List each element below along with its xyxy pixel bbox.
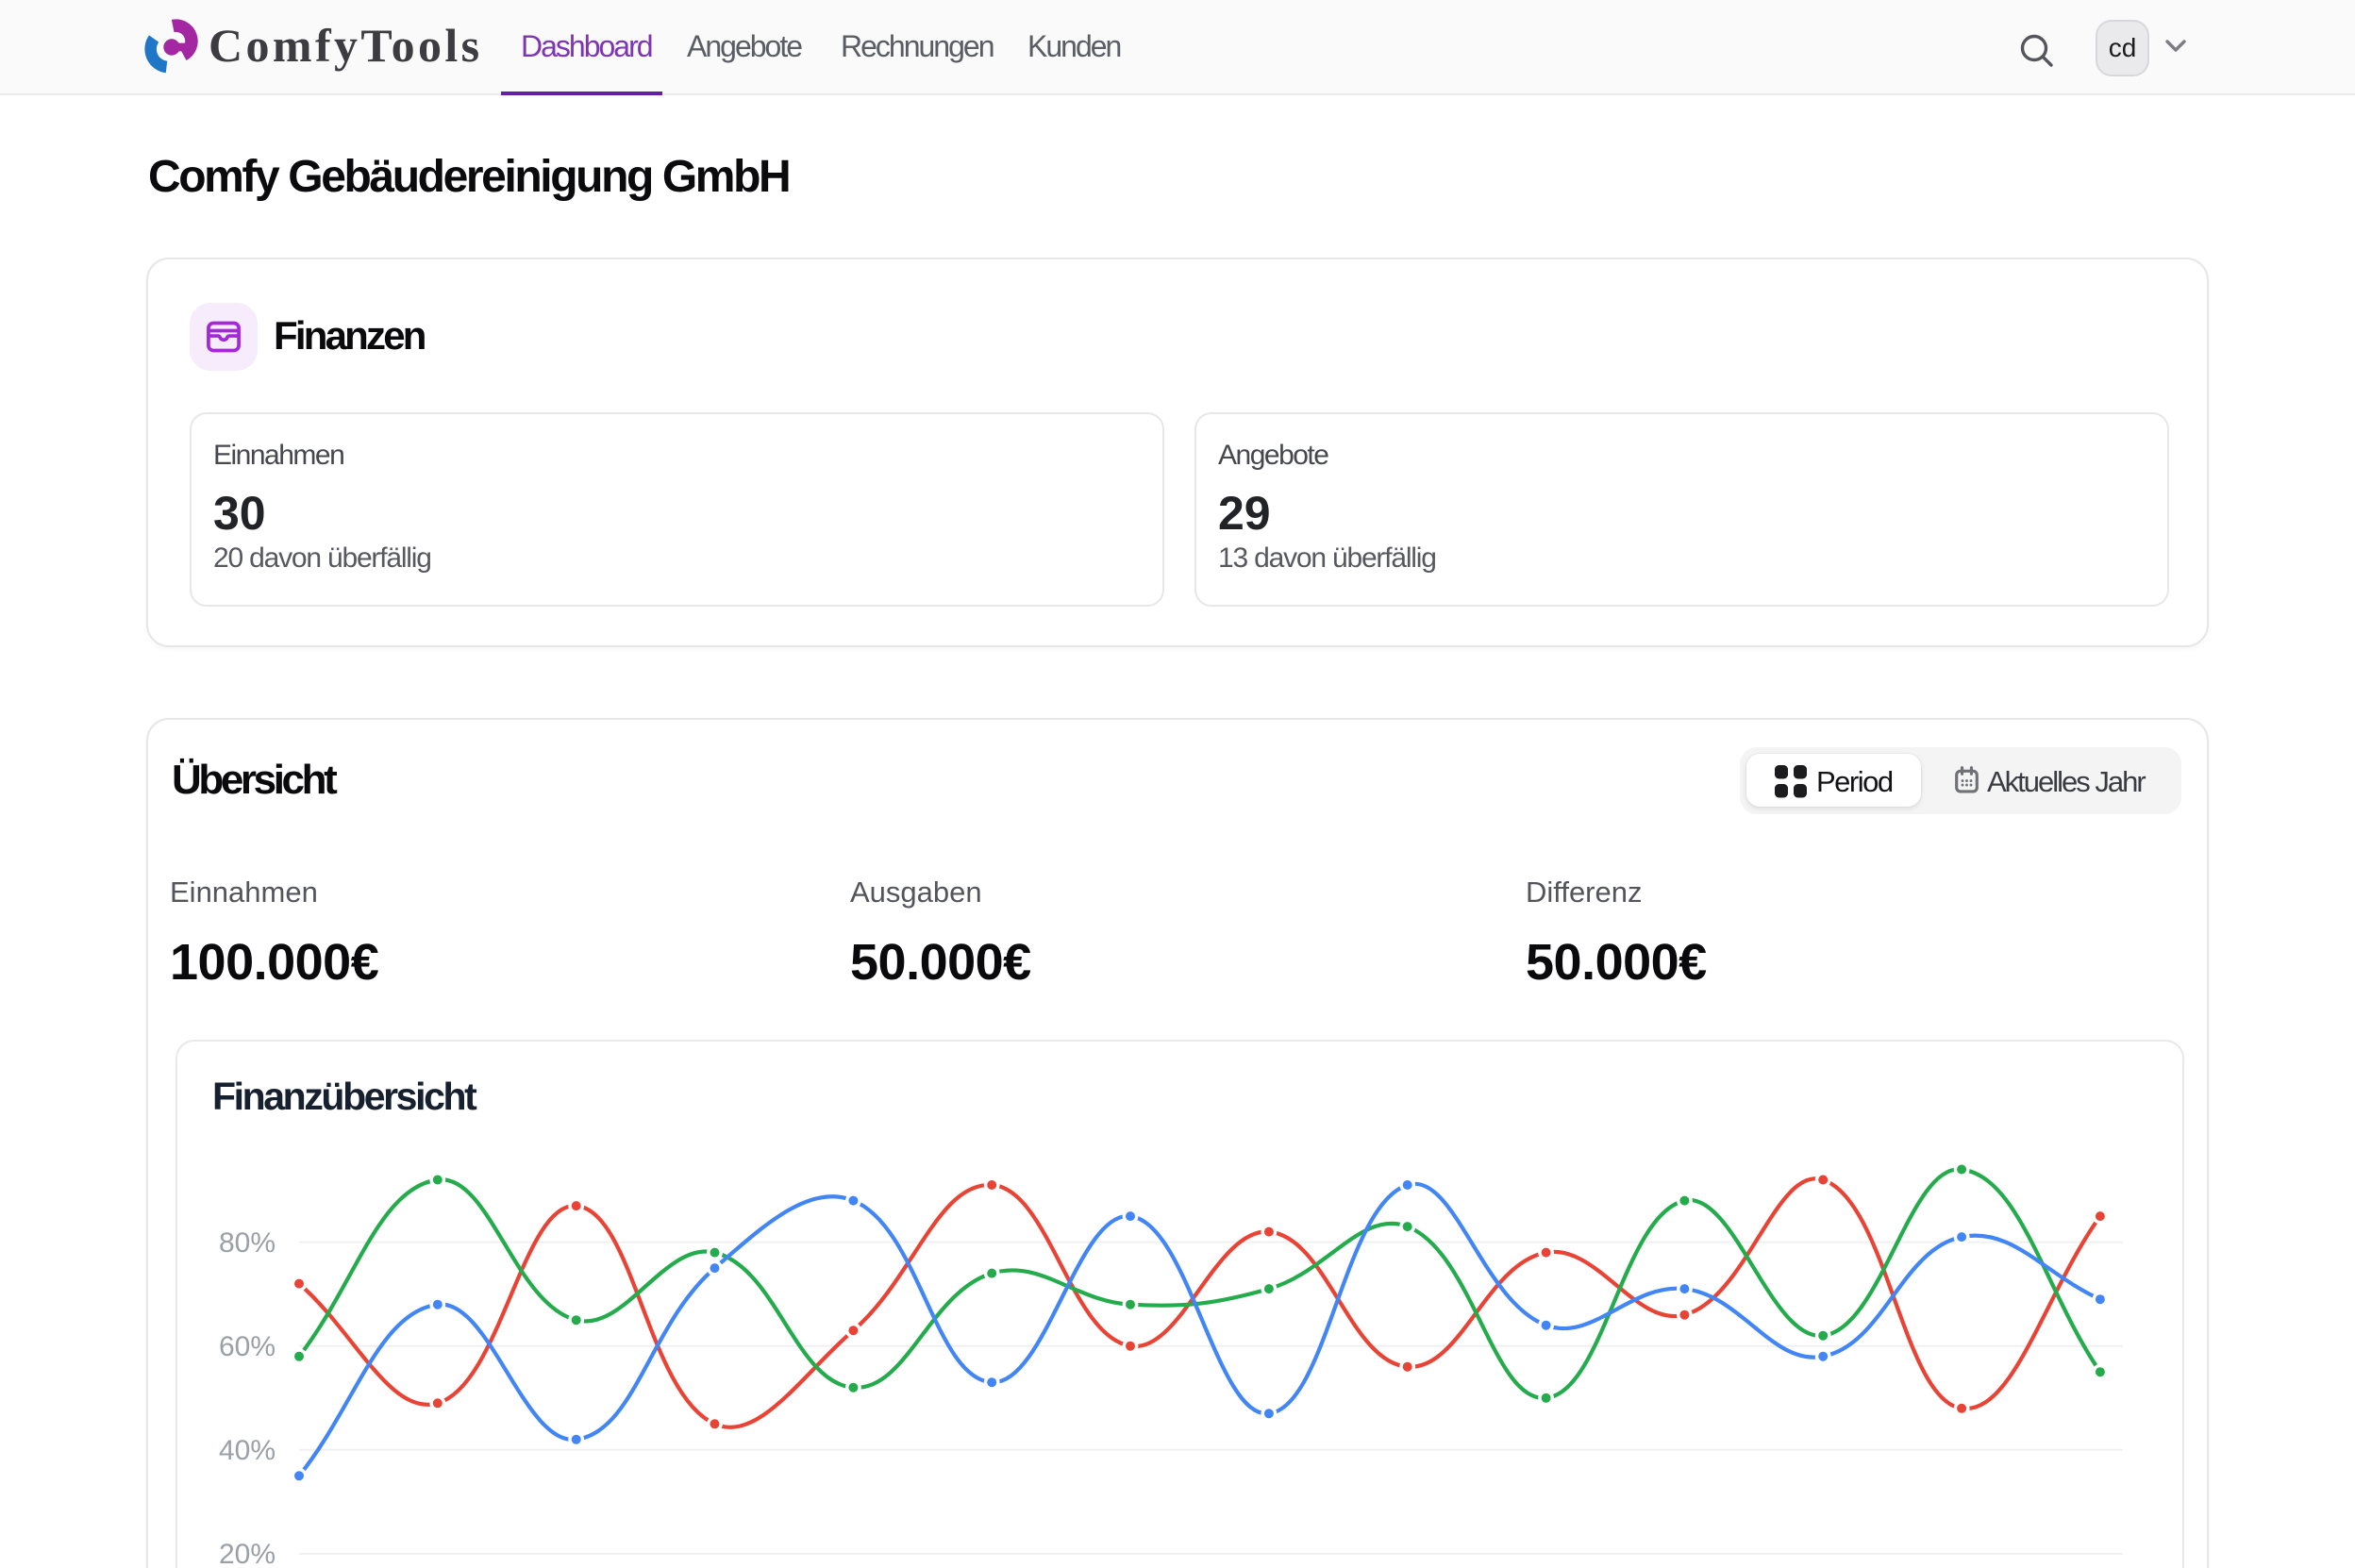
- svg-text:20%: 20%: [219, 1539, 276, 1568]
- svg-text:40%: 40%: [219, 1435, 276, 1466]
- svg-text:60%: 60%: [219, 1331, 276, 1362]
- svg-text:80%: 80%: [219, 1227, 276, 1259]
